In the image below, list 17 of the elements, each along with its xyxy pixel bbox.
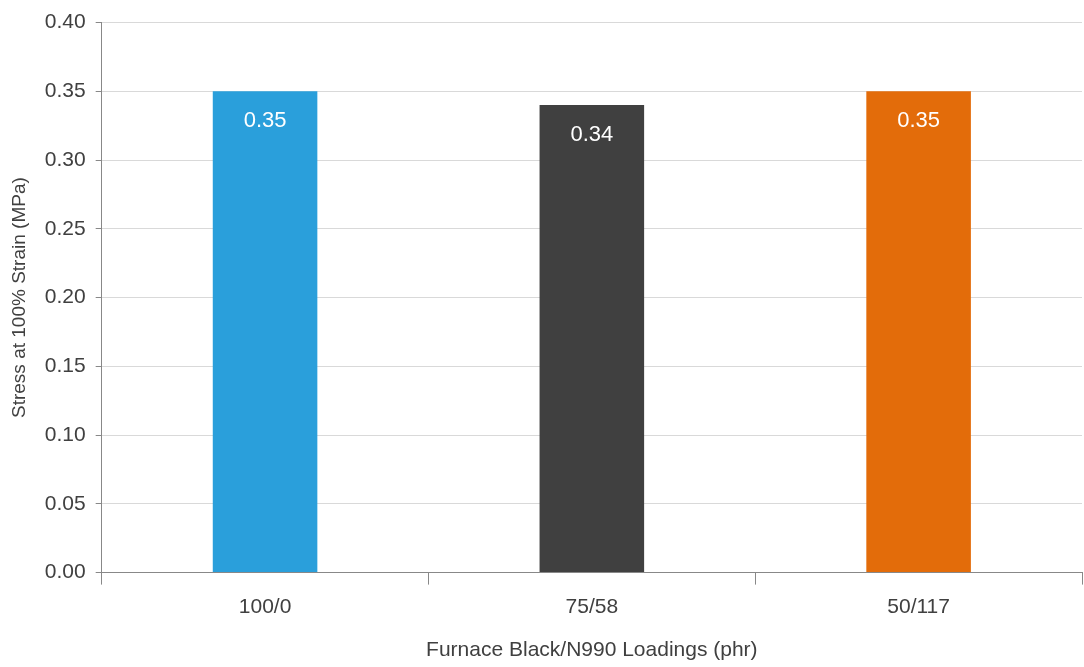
x-tick-label: 75/58 [565, 594, 619, 617]
y-axis-title: Stress at 100% Strain (MPa) [7, 177, 29, 418]
y-tick-label: 0.15 [44, 353, 86, 377]
y-tick-label: 0.05 [44, 490, 86, 514]
y-tick-label: 0.25 [44, 215, 86, 239]
y-tick-label: 0.00 [44, 559, 86, 583]
x-tick-label: 50/117 [887, 594, 950, 617]
data-label: 0.35 [897, 107, 941, 133]
y-tick-label: 0.35 [44, 78, 86, 102]
x-axis-title: Furnace Black/N990 Loadings (phr) [426, 637, 758, 661]
y-tick-label: 0.20 [44, 284, 86, 308]
data-label: 0.34 [570, 121, 614, 147]
data-label: 0.35 [243, 107, 287, 133]
y-tick-label: 0.10 [44, 421, 86, 445]
x-tick-label: 100/0 [238, 594, 292, 617]
y-tick-label: 0.30 [44, 146, 86, 170]
y-tick-label: 0.40 [44, 9, 86, 33]
